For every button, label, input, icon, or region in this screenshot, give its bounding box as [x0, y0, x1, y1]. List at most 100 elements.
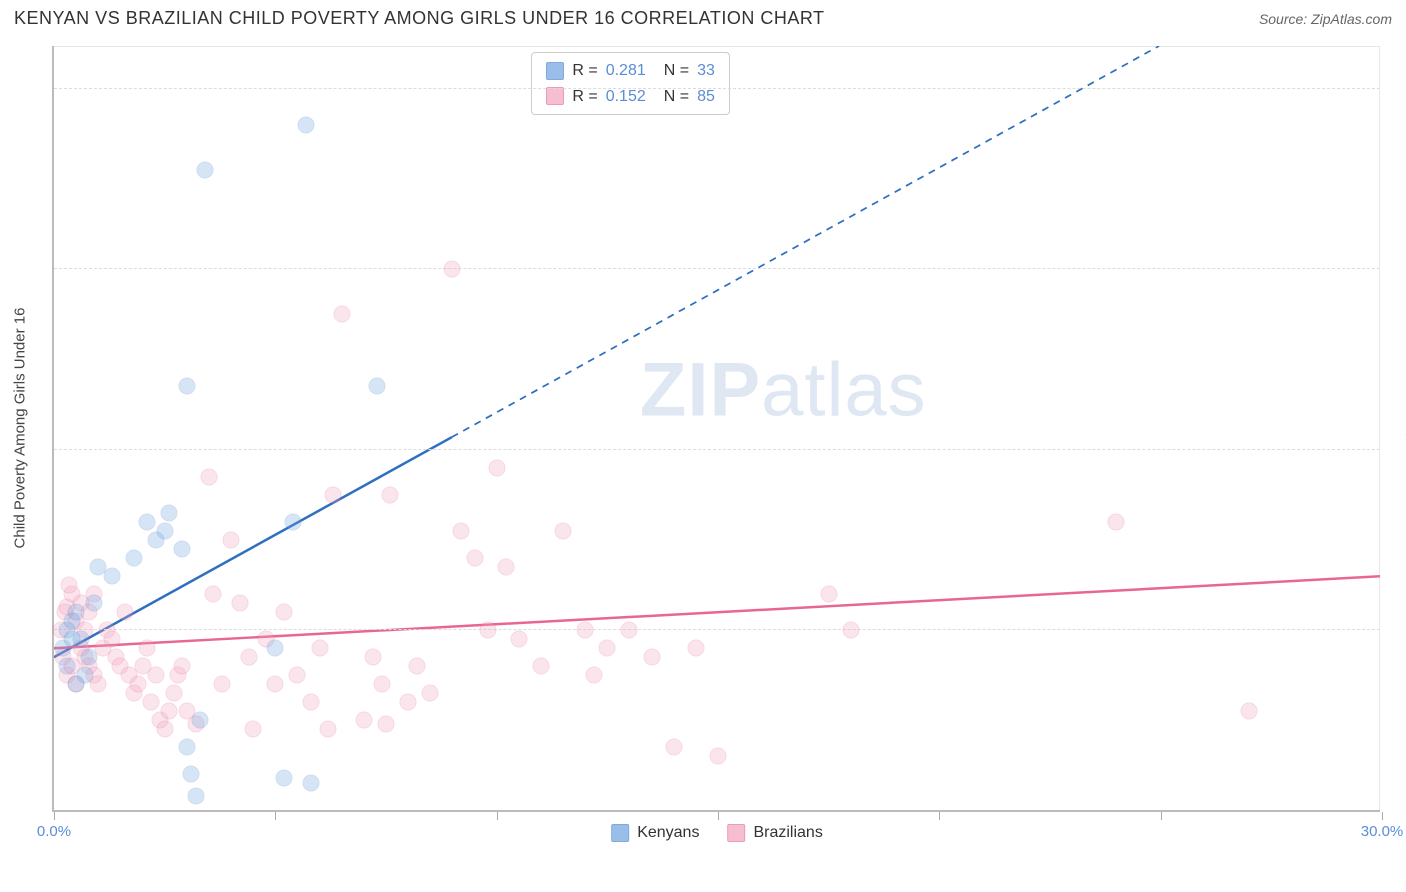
gridline-h — [54, 449, 1380, 450]
xtick-label: 0.0% — [37, 823, 71, 840]
xtick-label: 30.0% — [1361, 823, 1404, 840]
legend-item-brazilians: Brazilians — [727, 824, 822, 842]
scatter-point — [510, 630, 527, 647]
ytick-label: 60.0% — [1388, 244, 1406, 261]
scatter-point — [364, 648, 381, 665]
swatch-brazilians — [727, 824, 745, 842]
bottom-legend: Kenyans Brazilians — [611, 824, 823, 842]
scatter-point — [161, 504, 178, 521]
stats-legend-box: R = 0.281 N = 33 R = 0.152 N = 85 — [531, 52, 730, 115]
xtick — [939, 812, 940, 820]
swatch-kenyans — [611, 824, 629, 842]
scatter-point — [68, 603, 85, 620]
scatter-point — [408, 657, 425, 674]
scatter-point — [165, 684, 182, 701]
scatter-point — [333, 306, 350, 323]
scatter-point — [687, 639, 704, 656]
scatter-point — [156, 720, 173, 737]
scatter-point — [320, 720, 337, 737]
scatter-point — [285, 513, 302, 530]
scatter-point — [183, 765, 200, 782]
scatter-point — [192, 711, 209, 728]
legend-label-kenyans: Kenyans — [637, 824, 699, 842]
scatter-point — [488, 459, 505, 476]
scatter-point — [466, 549, 483, 566]
n-value-kenyans: 33 — [697, 58, 715, 84]
xtick — [718, 812, 719, 820]
scatter-point — [231, 594, 248, 611]
scatter-point — [311, 639, 328, 656]
legend-item-kenyans: Kenyans — [611, 824, 699, 842]
xtick — [275, 812, 276, 820]
scatter-point — [665, 738, 682, 755]
scatter-point — [298, 117, 315, 134]
scatter-point — [497, 558, 514, 575]
scatter-point — [138, 513, 155, 530]
scatter-plot: Child Poverty Among Girls Under 16 ZIPat… — [52, 46, 1380, 812]
scatter-point — [63, 630, 80, 647]
scatter-point — [214, 675, 231, 692]
scatter-point — [116, 603, 133, 620]
scatter-point — [643, 648, 660, 665]
scatter-point — [103, 630, 120, 647]
scatter-point — [276, 603, 293, 620]
scatter-point — [174, 540, 191, 557]
plot-border-top — [54, 46, 1380, 47]
scatter-point — [378, 716, 395, 733]
r-label: R = — [572, 58, 597, 84]
xtick — [1161, 812, 1162, 820]
ytick-label: 20.0% — [1388, 604, 1406, 621]
scatter-point — [245, 720, 262, 737]
scatter-point — [355, 711, 372, 728]
scatter-point — [599, 639, 616, 656]
stats-row-kenyans: R = 0.281 N = 33 — [546, 58, 715, 84]
ytick-label: 80.0% — [1388, 64, 1406, 81]
scatter-point — [302, 774, 319, 791]
scatter-point — [200, 468, 217, 485]
scatter-point — [382, 486, 399, 503]
scatter-point — [289, 666, 306, 683]
scatter-point — [324, 486, 341, 503]
scatter-point — [621, 621, 638, 638]
trend-lines — [54, 46, 1380, 810]
scatter-point — [147, 666, 164, 683]
scatter-point — [820, 585, 837, 602]
scatter-point — [81, 648, 98, 665]
legend-label-brazilians: Brazilians — [753, 824, 822, 842]
scatter-point — [453, 522, 470, 539]
scatter-point — [138, 639, 155, 656]
scatter-point — [156, 522, 173, 539]
chart-title: KENYAN VS BRAZILIAN CHILD POVERTY AMONG … — [14, 8, 825, 29]
gridline-h — [54, 268, 1380, 269]
scatter-point — [422, 684, 439, 701]
scatter-point — [267, 675, 284, 692]
scatter-point — [223, 531, 240, 548]
scatter-point — [61, 576, 78, 593]
scatter-point — [130, 675, 147, 692]
watermark: ZIPatlas — [640, 346, 927, 433]
swatch-kenyans — [546, 62, 564, 80]
scatter-point — [555, 522, 572, 539]
ytick-label: 40.0% — [1388, 424, 1406, 441]
scatter-point — [178, 738, 195, 755]
scatter-point — [577, 621, 594, 638]
scatter-point — [174, 657, 191, 674]
gridline-h — [54, 629, 1380, 630]
trend-line-solid — [54, 576, 1380, 648]
gridline-h — [54, 88, 1380, 89]
scatter-point — [143, 693, 160, 710]
scatter-point — [125, 549, 142, 566]
scatter-point — [842, 621, 859, 638]
scatter-point — [710, 747, 727, 764]
scatter-point — [369, 378, 386, 395]
scatter-point — [276, 770, 293, 787]
plot-border-right — [1379, 46, 1380, 810]
scatter-point — [161, 702, 178, 719]
scatter-point — [1241, 702, 1258, 719]
scatter-point — [85, 594, 102, 611]
y-axis-label: Child Poverty Among Girls Under 16 — [12, 308, 29, 549]
swatch-brazilians — [546, 87, 564, 105]
xtick — [497, 812, 498, 820]
scatter-point — [59, 657, 76, 674]
scatter-point — [240, 648, 257, 665]
